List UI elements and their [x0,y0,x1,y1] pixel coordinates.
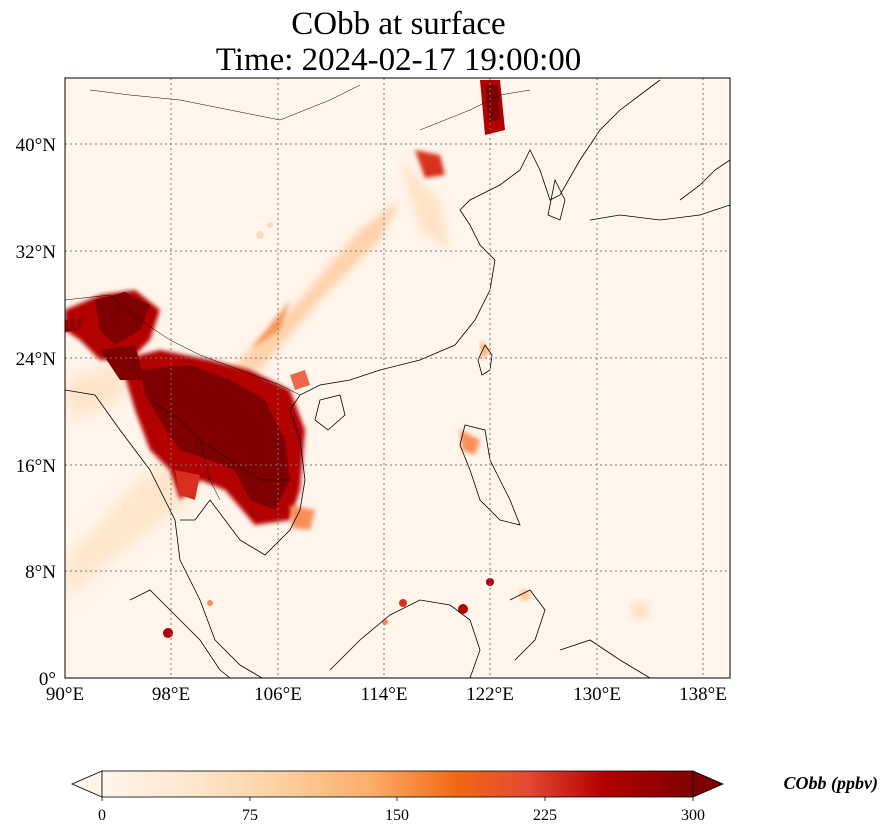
plume-north-china [400,160,450,250]
plume-bay-of-bengal [65,440,200,600]
hotspot-northeast-core [485,85,500,122]
colorbar-tick: 300 [681,807,705,824]
y-tick-label: 0° [39,669,56,690]
colorbar-tick: 0 [98,807,106,824]
colorbar-label: CObb (ppbv) [784,773,878,794]
map-frame [64,77,731,679]
y-tick-label: 16°N [16,456,57,477]
hotspot-indochina-core [140,365,290,510]
coastlines [65,79,730,678]
hotspot-luzon [460,430,480,455]
concentration-field [65,79,730,678]
hotspot-beijing [415,150,445,178]
x-tick-labels: 90°E 98°E 106°E 114°E 122°E 130°E 138°E [46,684,727,705]
y-tick-label: 24°N [16,349,57,370]
y-tick-labels: 0° 8°N 16°N 24°N 32°N 40°N [16,135,57,690]
colorbar-tick: 75 [242,807,258,824]
hotspot-borneo-north [399,599,407,607]
y-tick-label: 8°N [25,562,56,583]
gridlines [65,78,730,678]
hotspot-myanmar-core [95,292,150,345]
colorbar: 0 75 150 225 300 CObb (ppbv) [70,770,878,824]
colorbar-tick: 150 [385,807,409,824]
country-borders [65,84,531,501]
colorbar-extend-min [70,770,103,798]
hotspot-borneo-east [458,604,468,614]
colorbar-tick: 225 [533,807,557,824]
x-tick-label: 130°E [573,684,621,705]
x-tick-label: 138°E [679,684,727,705]
y-tick-label: 32°N [16,242,57,263]
colorbar-gradient [101,770,694,798]
x-tick-label: 90°E [46,684,84,705]
map-title: CObb at surface [291,6,506,42]
hotspot-mindanao [486,578,494,586]
x-tick-label: 114°E [361,684,408,705]
x-tick-label: 106°E [254,684,302,705]
x-tick-label: 98°E [152,684,190,705]
map-time-subtitle: Time: 2024-02-17 19:00:00 [215,42,582,78]
colorbar-extend-max [692,770,725,798]
hotspot-sumatra [163,628,173,638]
plume-west [65,360,130,420]
x-tick-label: 122°E [466,684,514,705]
y-tick-label: 40°N [16,135,57,156]
plume-core [250,300,290,350]
